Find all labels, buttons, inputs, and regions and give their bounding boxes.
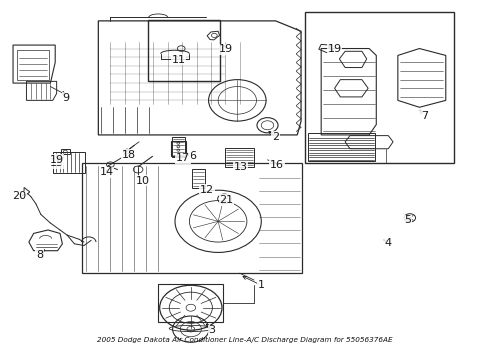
Text: 4: 4 <box>384 238 391 248</box>
Text: 7: 7 <box>420 111 427 121</box>
Text: 19: 19 <box>49 155 63 165</box>
Text: 15: 15 <box>50 158 63 168</box>
Text: 2005 Dodge Dakota Air Conditioner Line-A/C Discharge Diagram for 55056376AE: 2005 Dodge Dakota Air Conditioner Line-A… <box>97 337 391 343</box>
Bar <box>53 152 85 173</box>
Text: 16: 16 <box>269 160 284 170</box>
Text: 11: 11 <box>171 55 185 64</box>
Bar <box>17 50 49 80</box>
Bar <box>171 137 184 157</box>
Bar <box>305 12 453 163</box>
Bar <box>307 133 374 161</box>
Bar <box>225 148 254 167</box>
Text: 14: 14 <box>99 167 113 177</box>
Text: 21: 21 <box>219 195 233 205</box>
Text: 20: 20 <box>12 192 26 202</box>
Text: 2: 2 <box>271 132 279 141</box>
Text: 10: 10 <box>136 176 150 185</box>
Text: 17: 17 <box>176 153 190 163</box>
Text: 1: 1 <box>257 280 264 290</box>
Text: 3: 3 <box>208 325 215 335</box>
Text: 5: 5 <box>403 215 410 225</box>
Text: 18: 18 <box>121 150 135 160</box>
Bar <box>147 20 219 81</box>
Bar <box>191 170 205 189</box>
Text: 19: 19 <box>219 44 233 54</box>
Text: 9: 9 <box>62 93 70 103</box>
Text: 12: 12 <box>200 185 214 194</box>
Text: 13: 13 <box>233 162 247 172</box>
Bar <box>171 141 185 156</box>
Text: 19: 19 <box>327 44 341 54</box>
Text: 6: 6 <box>189 151 196 161</box>
Text: 8: 8 <box>36 250 43 260</box>
